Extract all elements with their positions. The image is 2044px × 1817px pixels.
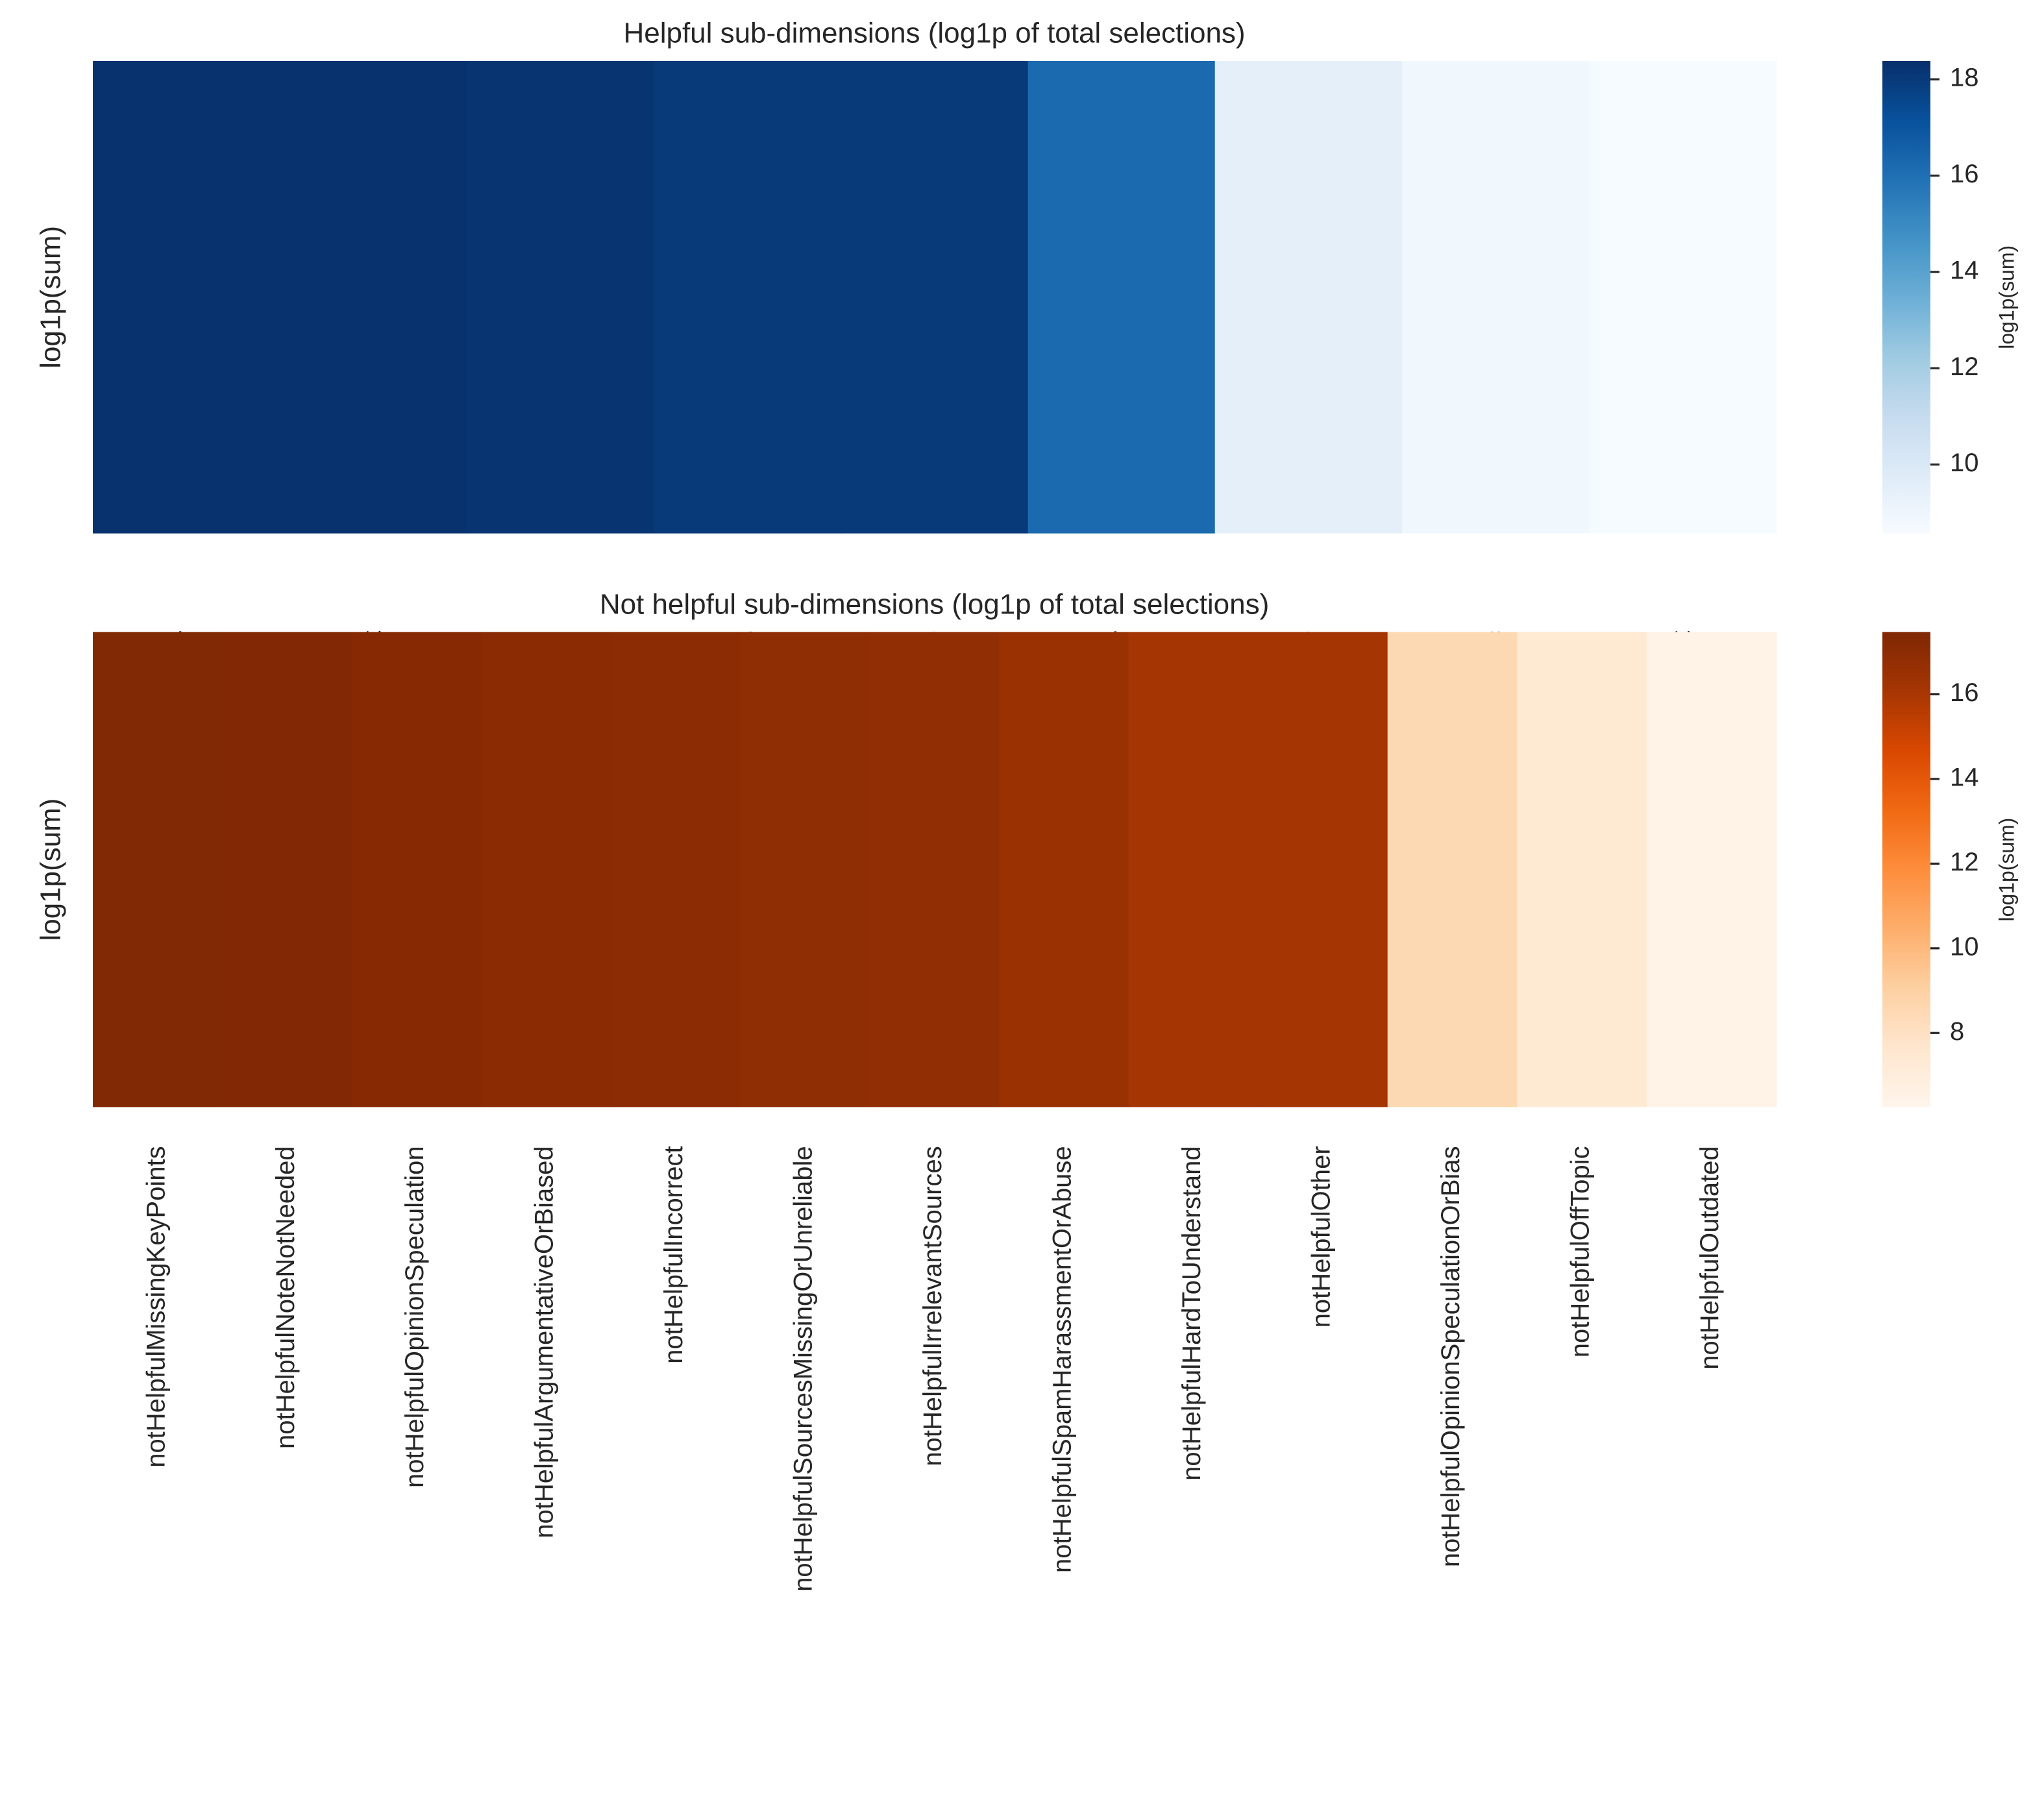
- x-tick-label: notHelpfulSourcesMissingOrUnreliable: [789, 1146, 818, 1591]
- x-tick-label: notHelpfulHardToUnderstand: [1177, 1146, 1206, 1480]
- x-tick-label: notHelpfulOutdated: [1695, 1146, 1724, 1369]
- heatmap-cell: [280, 60, 468, 534]
- chart-title: Helpful sub-dimensions (log1p of total s…: [624, 18, 1246, 49]
- colorbar-tick-label: 12: [1950, 848, 1978, 876]
- heatmap-cell: [1028, 60, 1216, 534]
- heatmap-cell: [610, 632, 741, 1107]
- x-tick-label: notHelpfulOpinionSpeculation: [400, 1146, 429, 1488]
- heatmap-cell: [93, 60, 281, 534]
- heatmap-cell: [467, 60, 655, 534]
- colorbar-tick-label: 16: [1950, 678, 1978, 707]
- heatmap-cell: [1387, 632, 1518, 1107]
- heatmap-cell: [481, 632, 612, 1107]
- x-tick-label: notHelpfulOther: [1307, 1146, 1336, 1328]
- heatmap-cell: [740, 632, 871, 1107]
- heatmap-cell: [1128, 632, 1259, 1107]
- x-tick-label: notHelpfulOffTopic: [1566, 1146, 1594, 1357]
- colorbar: [1882, 60, 1930, 534]
- heatmap-cell: [1588, 60, 1777, 534]
- colorbar-label: log1p(sum): [1995, 245, 2018, 349]
- colorbar-tick-label: 14: [1950, 763, 1978, 792]
- heatmap-cell: [999, 632, 1129, 1107]
- not-helpful-heatmap-panel: Not helpful sub-dimensions (log1p of tot…: [35, 588, 2019, 1592]
- x-tick-label: notHelpfulMissingKeyPoints: [142, 1146, 170, 1467]
- colorbar-tick-label: 18: [1950, 64, 1978, 92]
- chart-title: Not helpful sub-dimensions (log1p of tot…: [600, 588, 1269, 620]
- x-tick-label: notHelpfulOpinionSpeculationOrBias: [1436, 1146, 1465, 1567]
- colorbar-tick-label: 10: [1950, 449, 1978, 477]
- colorbar-tick-label: 12: [1950, 352, 1978, 381]
- helpful-heatmap-panel: Helpful sub-dimensions (log1p of total s…: [35, 18, 2018, 534]
- x-tick-label: notHelpfulIrrelevantSources: [918, 1146, 947, 1466]
- colorbar-tick-label: 10: [1950, 932, 1978, 961]
- x-tick-label: notHelpfulNoteNotNeeded: [271, 1146, 300, 1449]
- heatmap-cell: [1646, 632, 1777, 1107]
- x-tick-label: notHelpfulIncorrect: [659, 1146, 688, 1363]
- x-tick-label: notHelpfulArgumentativeOrBiased: [530, 1146, 559, 1538]
- x-tick-label: notHelpfulSpamHarassmentOrAbuse: [1048, 1146, 1077, 1573]
- heatmap-cell: [222, 632, 353, 1107]
- heatmap-cell: [654, 60, 842, 534]
- heatmap-cell: [869, 632, 1000, 1107]
- heatmap-cell: [1258, 632, 1388, 1107]
- heatmap-cell: [1214, 60, 1403, 534]
- colorbar-label: log1p(sum): [1995, 818, 2018, 922]
- colorbar-tick-label: 8: [1950, 1017, 1964, 1046]
- y-axis-label: log1p(sum): [35, 226, 67, 369]
- heatmap-cell: [351, 632, 482, 1107]
- heatmap-cell: [1401, 60, 1590, 534]
- heatmap-cell: [1517, 632, 1647, 1107]
- colorbar: [1882, 632, 1930, 1107]
- colorbar-tick-label: 16: [1950, 160, 1978, 188]
- y-axis-label: log1p(sum): [35, 798, 67, 941]
- heatmap-cell: [93, 632, 223, 1107]
- heatmap-cell: [841, 60, 1029, 534]
- colorbar-tick-label: 14: [1950, 256, 1978, 284]
